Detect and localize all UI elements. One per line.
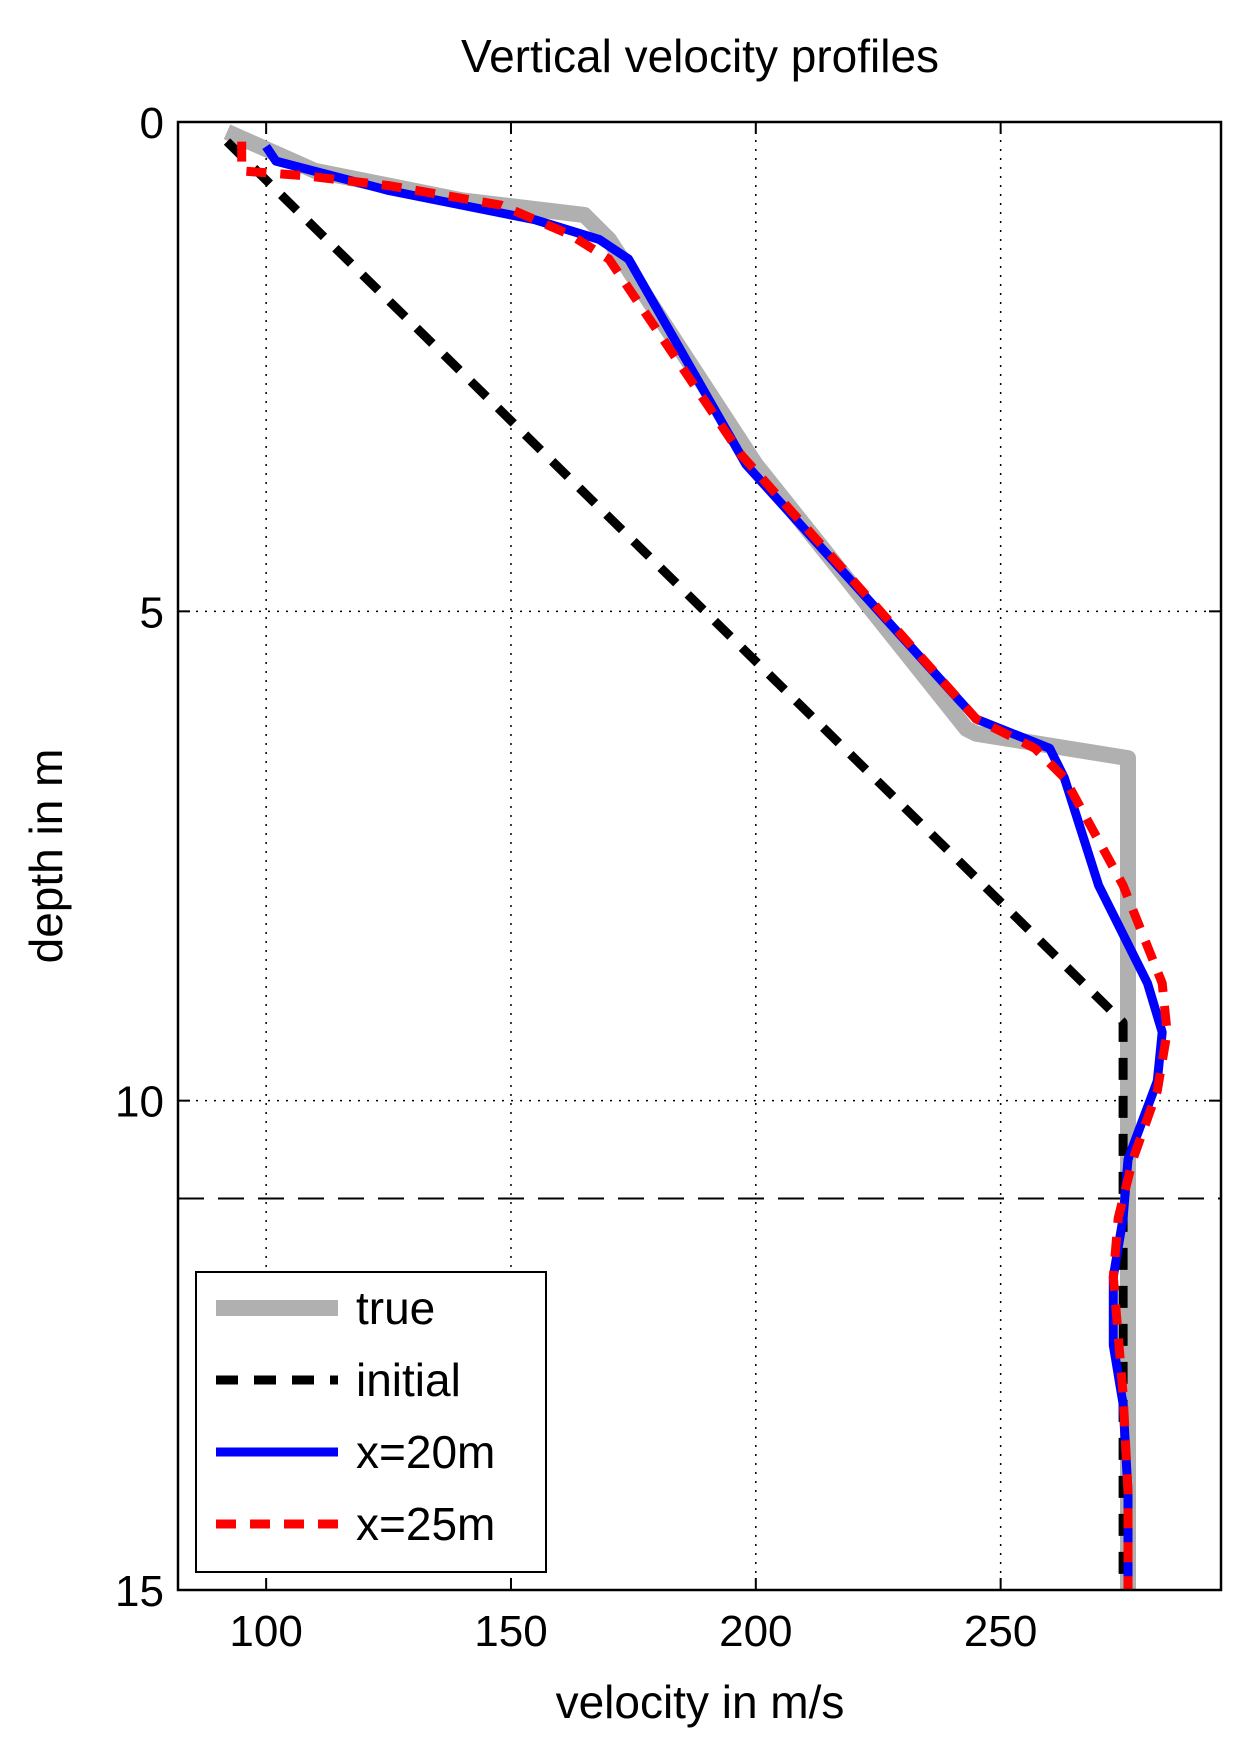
y-tick-label: 5 [140,588,164,637]
y-tick-label: 10 [115,1078,164,1127]
grid-lines [178,122,1221,1590]
legend-label: x=25m [356,1498,495,1550]
series-line-x-25m [237,141,1172,1590]
legend-label: x=20m [356,1426,495,1478]
legend-label: true [356,1282,435,1334]
tick-labels: 100 150 200 250 0 5 10 15 [115,99,1037,1656]
plot-area-frame [176,120,1223,1592]
axis-ticks [178,121,1221,1591]
y-tick-label: 0 [140,99,164,148]
x-tick-label: 200 [719,1607,792,1656]
x-tick-label: 250 [964,1607,1037,1656]
legend-label: initial [356,1354,461,1406]
y-tick-label: 15 [115,1567,164,1616]
legend: true initial x=20m x=25m [195,1271,547,1573]
legend-entries: true initial x=20m x=25m [216,1282,495,1550]
x-axis-label: velocity in m/s [556,1676,845,1728]
x-tick-label: 150 [474,1607,547,1656]
y-axis-label: depth in m [20,749,72,964]
series-lines [223,124,1172,1590]
x-tick-label: 100 [229,1607,302,1656]
chart-title: Vertical velocity profiles [461,30,939,82]
